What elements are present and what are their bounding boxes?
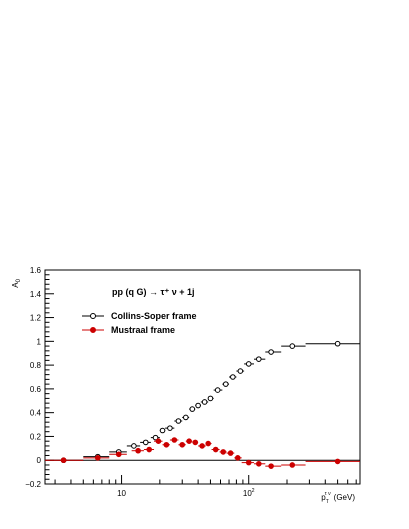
y-axis-tick-labels: −0.2 0 0.2 0.4 0.6 0.8 1 1.2 1.4 1.6 [25, 266, 41, 489]
data-point [234, 455, 241, 461]
x-tick-label: 102 [243, 488, 255, 498]
legend-marker-collins-soper [90, 313, 96, 319]
x-axis-title: pTτ ν (GeV) [321, 491, 355, 505]
legend: Collins-Soper frame Mustraal frame [82, 311, 197, 335]
y-tick-label: 0.6 [30, 385, 42, 394]
data-point [171, 437, 178, 443]
data-point [182, 414, 189, 421]
data-point [155, 438, 162, 445]
y-tick-label: 0.4 [30, 409, 42, 418]
y-tick-label: 1.2 [30, 314, 42, 323]
plot-title: pp (q G) → τ⁺ ν + 1j [112, 287, 195, 297]
x-axis-tick-labels: 10 102 [117, 488, 255, 498]
data-point [227, 450, 234, 456]
data-point [159, 427, 166, 434]
data-point [152, 434, 159, 441]
data-point [189, 406, 196, 412]
data-point [237, 368, 244, 374]
data-point [167, 425, 173, 431]
series-layer [45, 340, 360, 469]
data-point [245, 361, 252, 367]
data-point [212, 446, 219, 453]
y-axis-ticks [45, 269, 54, 485]
y-tick-label: 0.8 [30, 361, 42, 370]
data-point [192, 439, 199, 446]
data-point [142, 439, 149, 446]
data-point [205, 440, 211, 447]
data-point [334, 340, 341, 347]
data-point [60, 457, 67, 464]
data-point [230, 374, 236, 380]
data-point [163, 441, 170, 448]
data-point [135, 447, 141, 454]
legend-label-mustraal: Mustraal frame [111, 325, 175, 335]
data-point [94, 455, 101, 461]
data-point [289, 462, 296, 468]
legend-marker-mustraal [90, 327, 96, 333]
x-axis-ticks [54, 475, 357, 484]
data-point [207, 395, 214, 402]
data-point [268, 463, 274, 469]
data-point [131, 443, 137, 449]
data-point [268, 349, 274, 355]
data-point [222, 381, 229, 387]
data-point [146, 446, 153, 453]
legend-label-collins-soper: Collins-Soper frame [111, 311, 197, 321]
data-point [179, 441, 186, 448]
data-point [255, 356, 262, 362]
x-tick-label: 10 [117, 489, 126, 498]
series-mustraal-frame [45, 437, 360, 469]
y-axis-title: A0 [11, 278, 22, 287]
data-point [289, 343, 296, 349]
data-point [201, 399, 208, 405]
data-point [220, 449, 227, 455]
y-tick-label: 0 [37, 456, 42, 465]
y-tick-label: 1.6 [30, 266, 42, 275]
data-point [245, 459, 252, 466]
y-tick-label: −0.2 [25, 480, 41, 489]
data-point [334, 458, 341, 465]
plot-frame [44, 269, 361, 485]
y-tick-label: 1 [37, 337, 42, 346]
data-point [186, 438, 192, 445]
y-tick-label: 0.2 [30, 432, 42, 441]
data-point [175, 418, 182, 424]
data-point [255, 460, 262, 467]
y-tick-label: 1.4 [30, 290, 42, 299]
data-point [199, 443, 205, 449]
data-point [214, 387, 221, 393]
data-point [115, 451, 122, 458]
series-collins-soper-frame [45, 340, 360, 464]
data-point [195, 402, 201, 409]
